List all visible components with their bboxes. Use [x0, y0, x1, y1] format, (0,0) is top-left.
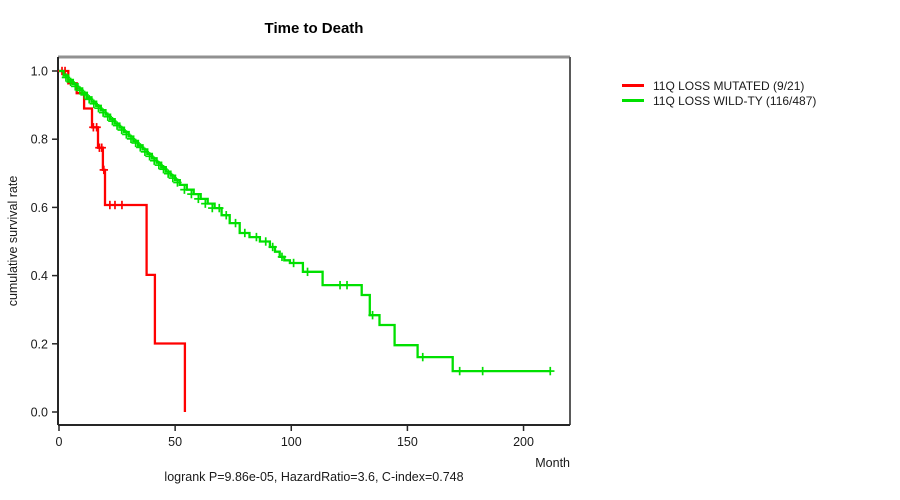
x-tick-label: 200 — [513, 435, 534, 449]
legend-label-wildtype: 11Q LOSS WILD-TY (116/487) — [653, 93, 817, 108]
x-tick-label: 50 — [168, 435, 182, 449]
y-tick-label: 0.0 — [31, 406, 48, 420]
legend: 11Q LOSS MUTATED (9/21) 11Q LOSS WILD-TY… — [622, 78, 816, 108]
x-tick-label: 100 — [281, 435, 302, 449]
y-tick-label: 1.0 — [31, 65, 48, 79]
x-axis-title: Month — [535, 456, 570, 470]
y-tick-label: 0.6 — [31, 201, 48, 215]
legend-row-mutated: 11Q LOSS MUTATED (9/21) — [622, 78, 816, 93]
legend-line-wildtype-icon — [622, 99, 644, 102]
plot-title: Time to Death — [264, 20, 364, 37]
legend-label-mutated: 11Q LOSS MUTATED (9/21) — [653, 78, 805, 93]
legend-line-mutated-icon — [622, 84, 644, 87]
x-tick-label: 0 — [56, 435, 63, 449]
x-tick-label: 150 — [397, 435, 418, 449]
survival-curve-mutated — [59, 69, 187, 412]
survival-curve-wildtype — [59, 69, 551, 373]
y-tick-label: 0.8 — [31, 133, 48, 147]
y-tick-label: 0.2 — [31, 337, 48, 351]
y-tick-label: 0.4 — [31, 269, 48, 283]
stats-annotation: logrank P=9.86e-05, HazardRatio=3.6, C-i… — [164, 470, 464, 484]
legend-row-wildtype: 11Q LOSS WILD-TY (116/487) — [622, 93, 816, 108]
